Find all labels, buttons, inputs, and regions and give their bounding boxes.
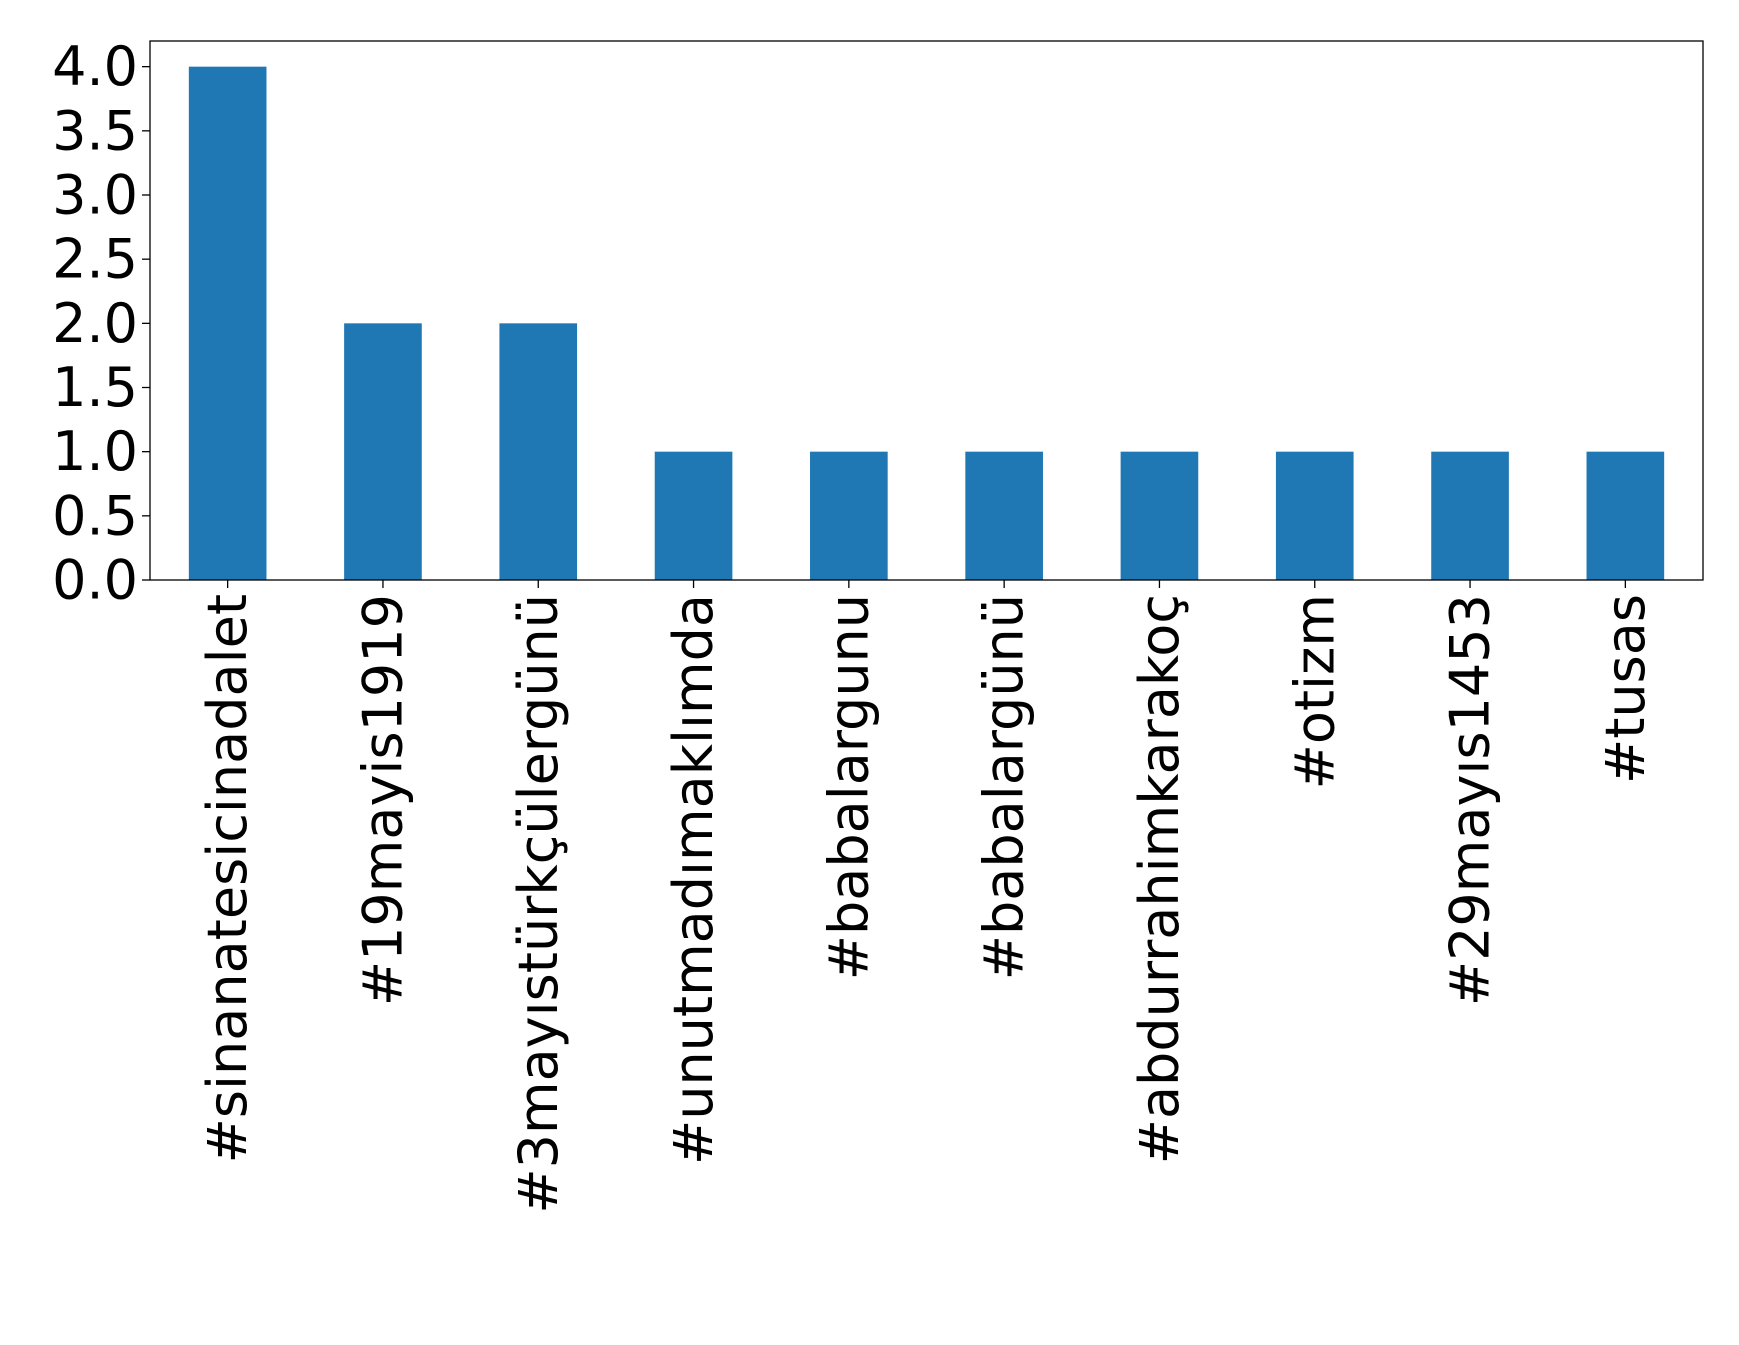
y-tick-label-4: 2.0 (52, 292, 138, 355)
bar-8 (1431, 451, 1509, 580)
y-tick-label-5: 2.5 (52, 228, 138, 291)
bar-7 (1275, 451, 1354, 580)
x-tick-label-0: #sinanatesicinadalet (196, 594, 259, 1163)
y-tick-label-2: 1.0 (52, 420, 138, 483)
bar-1 (344, 323, 422, 580)
bar-0 (188, 66, 267, 580)
y-axis: 0.00.51.01.52.02.53.03.54.0 (52, 35, 150, 612)
x-tick-label-2: #3mayıstürkçülergünü (507, 594, 570, 1214)
bar-5 (965, 451, 1043, 580)
y-tick-label-8: 4.0 (52, 35, 138, 98)
bar-4 (810, 451, 888, 580)
x-tick-label-4: #babalargunu (817, 594, 880, 980)
y-tick-label-0: 0.0 (52, 549, 138, 612)
x-tick-label-8: #29mayıs1453 (1439, 594, 1502, 1006)
bar-9 (1586, 451, 1665, 580)
bar-6 (1120, 451, 1199, 580)
bar-2 (499, 323, 578, 580)
y-tick-label-6: 3.0 (52, 164, 138, 227)
x-tick-label-7: #otizm (1283, 594, 1346, 789)
y-tick-label-3: 1.5 (52, 356, 138, 419)
x-tick-label-3: #unutmadımaklımda (662, 594, 725, 1165)
x-tick-label-1: #19mayis1919 (351, 594, 414, 1006)
plot-frame (149, 40, 1704, 581)
bar-3 (654, 451, 733, 580)
x-axis: #sinanatesicinadalet #19mayis1919 #3mayıst… (196, 580, 1657, 1214)
y-tick-label-1: 0.5 (52, 484, 138, 547)
x-tick-label-6: #abdurrahimkarakoç (1128, 594, 1191, 1164)
bars-group (188, 66, 1665, 580)
y-tick-label-7: 3.5 (52, 99, 138, 162)
x-tick-label-5: #babalargünü (973, 594, 1036, 980)
x-tick-label-9: #tusas (1594, 594, 1657, 784)
